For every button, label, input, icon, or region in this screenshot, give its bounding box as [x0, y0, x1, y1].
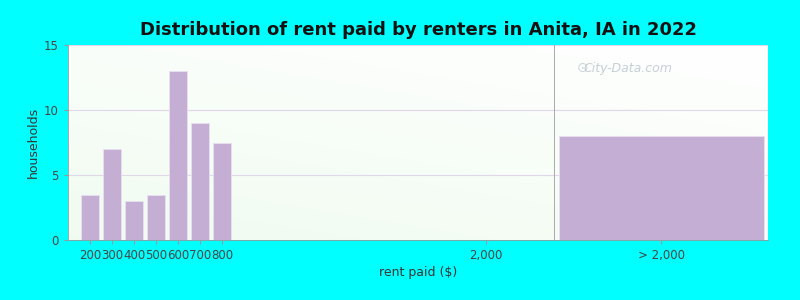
Title: Distribution of rent paid by renters in Anita, IA in 2022: Distribution of rent paid by renters in …	[139, 21, 697, 39]
Bar	[213, 142, 231, 240]
Text: ⊙: ⊙	[577, 61, 588, 75]
Bar	[190, 123, 210, 240]
Bar	[169, 71, 187, 240]
Bar	[559, 136, 763, 240]
Bar	[81, 194, 99, 240]
X-axis label: rent paid ($): rent paid ($)	[379, 266, 457, 279]
Text: City-Data.com: City-Data.com	[583, 62, 673, 75]
Bar	[102, 149, 122, 240]
Bar	[146, 194, 166, 240]
Bar	[125, 201, 143, 240]
Y-axis label: households: households	[27, 107, 40, 178]
